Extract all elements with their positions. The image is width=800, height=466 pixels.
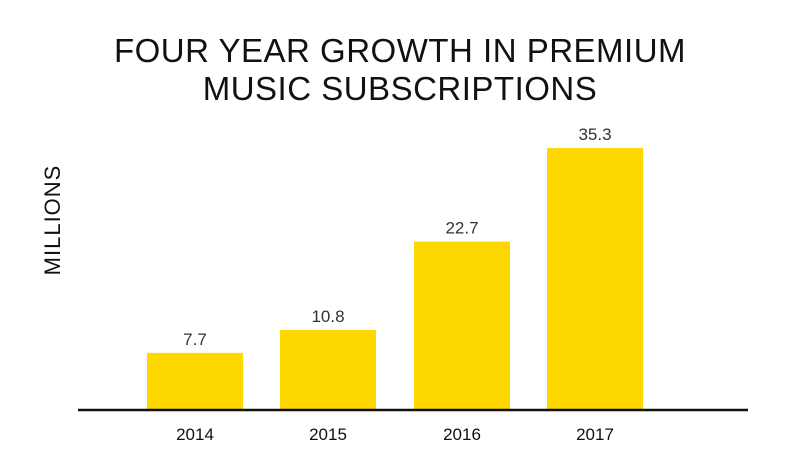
value-label-2014: 7.7: [183, 330, 207, 349]
x-tick-label-2016: 2016: [443, 425, 481, 444]
bar-2017: [547, 148, 643, 410]
bar-2014: [147, 352, 243, 410]
chart-title-line-2: MUSIC SUBSCRIPTIONS: [203, 70, 598, 107]
value-label-2015: 10.8: [311, 307, 344, 326]
value-labels-group: 7.7 10.8 22.7 35.3: [183, 125, 611, 349]
chart-title-line-1: FOUR YEAR GROWTH IN PREMIUM: [114, 32, 686, 69]
bar-2015: [280, 329, 376, 410]
tick-labels-group: 2014 2015 2016 2017: [176, 425, 614, 444]
bar-2016: [414, 241, 510, 410]
x-tick-label-2017: 2017: [576, 425, 614, 444]
value-label-2017: 35.3: [578, 125, 611, 144]
x-tick-label-2015: 2015: [309, 425, 347, 444]
x-tick-label-2014: 2014: [176, 425, 214, 444]
value-label-2016: 22.7: [445, 219, 478, 238]
bars-group: [147, 148, 643, 410]
y-axis-label: MILLIONS: [40, 165, 65, 276]
